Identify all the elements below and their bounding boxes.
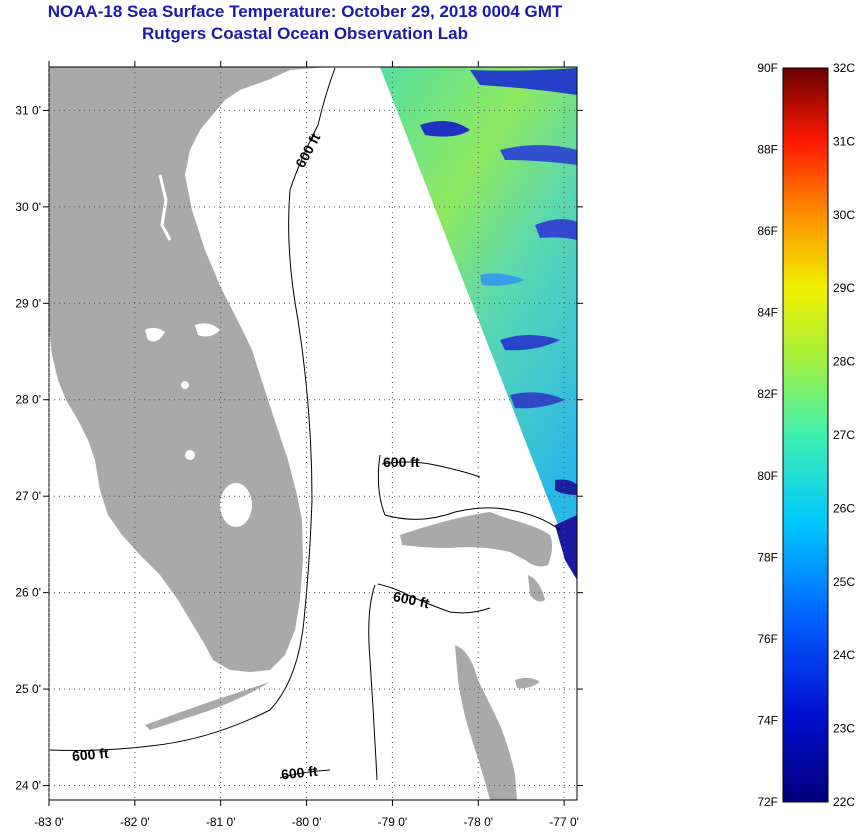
bahamas-land	[400, 512, 553, 567]
lat-label: 30 0'	[15, 200, 41, 214]
lat-label: 31 0'	[15, 103, 41, 117]
lat-label: 27 0'	[15, 489, 41, 503]
lake-okeechobee	[220, 483, 252, 527]
lon-label: -77 0'	[549, 815, 579, 829]
map-subtitle: Rutgers Coastal Ocean Observation Lab	[142, 24, 468, 43]
lat-label: 28 0'	[15, 393, 41, 407]
lat-label: 25 0'	[15, 682, 41, 696]
lon-label: -81 0'	[206, 815, 236, 829]
contour-label: 600 ft	[292, 130, 323, 170]
lon-label: -83 0'	[34, 815, 64, 829]
contour-label: 600 ft	[280, 763, 318, 783]
lon-label: -82 0'	[120, 815, 150, 829]
lat-label: 26 0'	[15, 586, 41, 600]
florida-land	[49, 67, 330, 672]
lon-label: -80 0'	[292, 815, 322, 829]
depth-contours	[49, 67, 561, 781]
florida-keys	[145, 682, 270, 730]
map-title: NOAA-18 Sea Surface Temperature: October…	[47, 2, 563, 21]
latitude-labels: 31 0' 30 0' 29 0' 28 0' 27 0' 26 0' 25 0' 24 0'	[15, 103, 41, 792]
lon-label: -78 0'	[463, 815, 493, 829]
contour-label: 600 ft	[71, 745, 109, 764]
lat-label: 29 0'	[15, 296, 41, 310]
graticule	[43, 61, 583, 806]
contour-label: 600 ft	[392, 588, 431, 611]
contour-label: 600 ft	[383, 454, 420, 470]
andros-land	[455, 645, 517, 800]
satellite-swath	[380, 67, 577, 580]
lat-label: 24 0'	[15, 779, 41, 793]
map-frame	[48, 66, 578, 801]
lon-label: -79 0'	[378, 815, 408, 829]
longitude-labels: -83 0' -82 0' -81 0' -80 0' -79 0' -78 0' -77 …	[34, 815, 579, 829]
